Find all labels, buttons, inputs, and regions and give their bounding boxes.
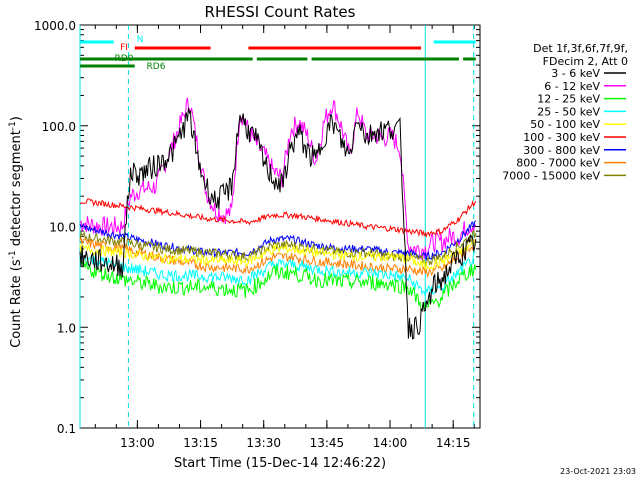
series-line-0: [79, 107, 477, 340]
legend-label: 100 - 300 keV: [523, 131, 600, 144]
timestamp: 23-Oct-2021 23:03: [560, 467, 636, 476]
legend-label: 12 - 25 keV: [537, 93, 600, 106]
flag-label-rd0: RD0: [115, 54, 134, 64]
y-axis-label-mid: detector segment: [9, 130, 24, 250]
y-axis-label-end: ): [9, 116, 24, 121]
legend-label: 7000 - 15000 keV: [502, 169, 600, 182]
series-line-8: [79, 229, 477, 267]
legend-label: 3 - 6 keV: [551, 67, 600, 80]
flag-label-n: N: [137, 35, 144, 45]
series-line-1: [79, 97, 477, 261]
y-tick-label: 1000.0: [34, 19, 76, 33]
x-tick-label: 14:15: [436, 436, 471, 450]
series-line-2: [79, 258, 477, 312]
y-tick-label: 1.0: [57, 321, 76, 335]
x-tick-label: 13:00: [120, 436, 155, 450]
series-line-3: [79, 251, 476, 297]
flag-label-rd6: RD6: [147, 62, 166, 72]
legend-label: 25 - 50 keV: [537, 105, 600, 118]
flag-label-fi: FI: [120, 43, 128, 53]
plot-frame: [79, 24, 481, 429]
x-tick-label: 13:15: [183, 436, 218, 450]
series-line-4: [79, 239, 477, 271]
y-tick-label: 100.0: [42, 120, 76, 134]
legend-label: 800 - 7000 keV: [516, 157, 600, 170]
x-tick-label: 13:30: [246, 436, 281, 450]
legend-label: 300 - 800 keV: [523, 144, 600, 157]
legend: Det 1f,3f,6f,7f,9f, FDecim 2, Att 0 3 - …: [502, 42, 628, 182]
legend-label: 6 - 12 keV: [544, 80, 600, 93]
y-axis-label-main: Count Rate (s: [9, 259, 24, 348]
y-tick-label: 10.0: [49, 221, 76, 235]
legend-header-2: FDecim 2, Att 0: [543, 55, 628, 68]
y-axis-label-sup1: -1: [8, 250, 18, 259]
y-axis-label-sup2: -1: [8, 121, 18, 130]
y-axis-label: Count Rate (s-1 detector segment-1): [8, 116, 24, 348]
legend-label: 50 - 100 keV: [530, 118, 600, 131]
x-axis-label: Start Time (15-Dec-14 12:46:22): [174, 456, 386, 471]
chart-title: RHESSI Count Rates: [205, 3, 356, 21]
legend-header-1: Det 1f,3f,6f,7f,9f,: [533, 42, 628, 55]
x-tick-label: 13:45: [310, 436, 345, 450]
x-tick-label: 14:00: [373, 436, 408, 450]
series-line-5: [79, 198, 477, 238]
y-tick-label: 0.1: [57, 422, 76, 436]
